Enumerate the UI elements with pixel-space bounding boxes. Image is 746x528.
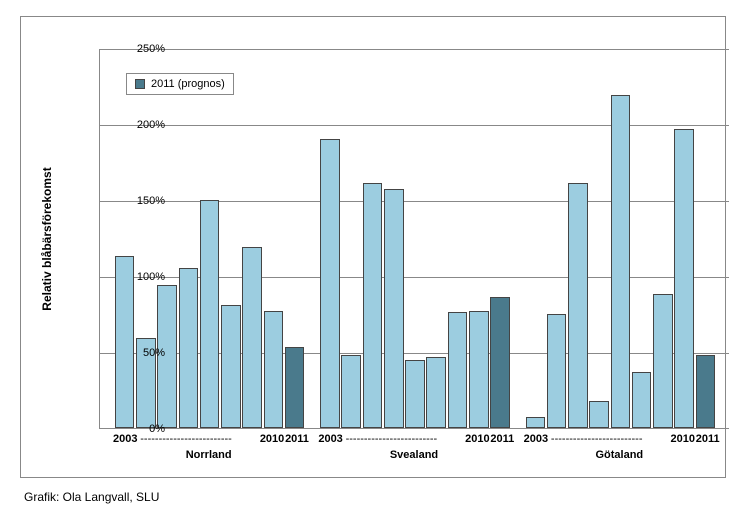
gridline <box>100 201 729 202</box>
bar <box>384 189 404 428</box>
bar <box>264 311 284 428</box>
bar <box>469 311 489 428</box>
bar <box>632 372 652 428</box>
x-label: Norrland <box>113 449 304 461</box>
x-label: ------------------------- <box>551 433 669 445</box>
bar <box>611 95 631 428</box>
bar <box>405 360 425 428</box>
bar <box>547 314 567 428</box>
bar <box>363 183 383 428</box>
gridline <box>100 125 729 126</box>
legend-swatch <box>135 79 145 89</box>
ytick-label: 50% <box>65 347 165 359</box>
x-label: 2003 <box>524 433 553 445</box>
yaxis-title: Relativ blåbärsförekomst <box>40 167 54 310</box>
bar <box>589 401 609 428</box>
bar <box>526 417 546 428</box>
bar <box>674 129 694 428</box>
x-label: 2011 <box>696 433 727 445</box>
legend-label: 2011 (prognos) <box>151 78 225 90</box>
bar <box>568 183 588 428</box>
bar <box>242 247 262 428</box>
x-label: 2003 <box>318 433 347 445</box>
x-label: 2011 <box>285 433 316 445</box>
x-label: 2011 <box>490 433 521 445</box>
credit-line: Grafik: Ola Langvall, SLU <box>24 490 159 504</box>
ytick-label: 150% <box>65 195 165 207</box>
bar <box>490 297 510 428</box>
x-axis-labels: 2003-------------------------20102011Nor… <box>99 431 729 471</box>
bar <box>179 268 199 428</box>
bar <box>653 294 673 428</box>
bar <box>221 305 241 428</box>
ytick-label: 200% <box>65 119 165 131</box>
ytick-label: 100% <box>65 271 165 283</box>
ytick-label: 250% <box>65 43 165 55</box>
bar <box>341 355 361 428</box>
bar <box>696 355 716 428</box>
ytick-label: 0% <box>65 423 165 435</box>
legend: 2011 (prognos) <box>126 73 234 95</box>
bar <box>320 139 340 428</box>
bar <box>448 312 468 428</box>
chart-frame: Relativ blåbärsförekomst 2011 (prognos) … <box>20 16 726 478</box>
x-label: Götaland <box>524 449 715 461</box>
x-label: ------------------------- <box>346 433 464 445</box>
plot-area: 2011 (prognos) <box>99 49 729 429</box>
bar <box>200 200 220 428</box>
x-label: Svealand <box>318 449 509 461</box>
bar <box>426 357 446 428</box>
bar <box>285 347 305 428</box>
gridline <box>100 49 729 50</box>
